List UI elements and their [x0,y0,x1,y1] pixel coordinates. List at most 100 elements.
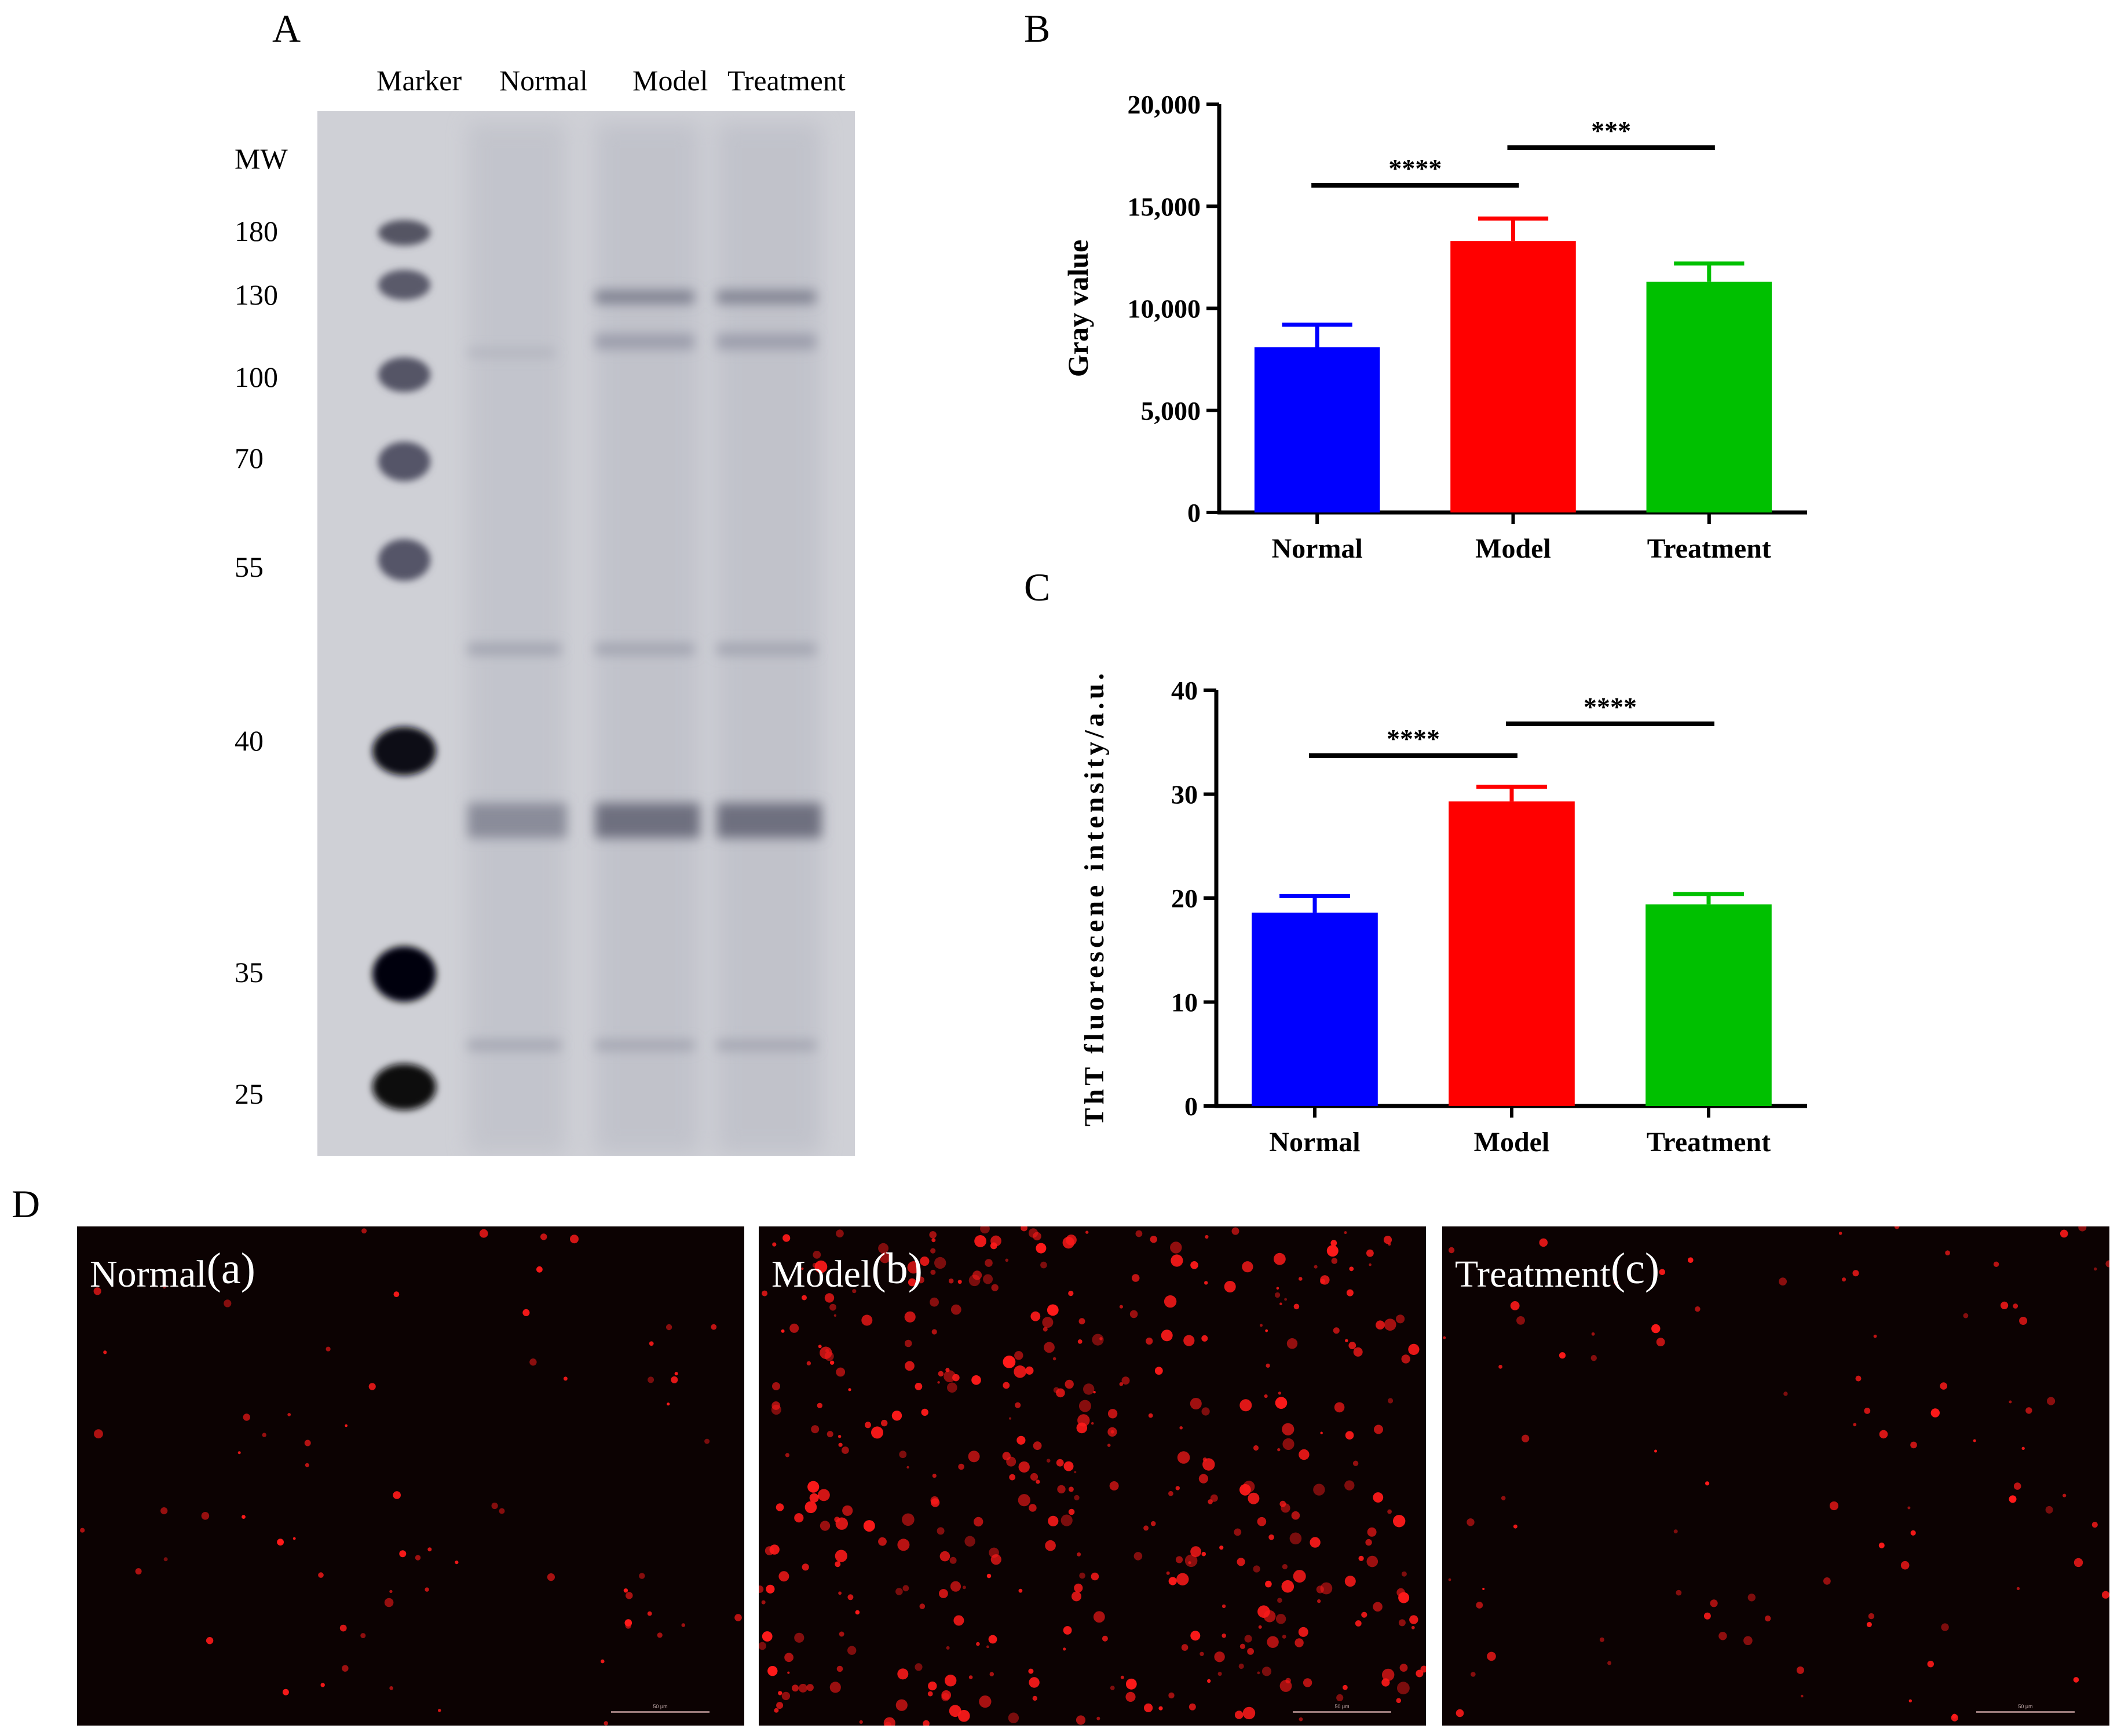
fluorescent-spot [1107,1409,1118,1419]
fluorescent-spot [1591,1332,1595,1336]
fluorescent-spot [938,1371,944,1377]
fluorescent-spot [1018,1494,1030,1507]
fluorescent-spot [1910,1441,1917,1449]
fluorescent-spot [1365,1539,1372,1546]
fluorescent-spot [671,1376,678,1383]
fluorescent-spot [930,1248,936,1254]
fluorescent-spot [2078,1226,2087,1232]
fluorescent-spot [1158,1706,1163,1711]
fluorescent-spot [1143,1525,1149,1531]
fluorescent-spot [1125,1691,1136,1702]
fluorescent-spot [785,1453,789,1457]
y-tick-label: 30 [1171,780,1198,810]
y-tick-label: 40 [1171,676,1198,705]
fluorescent-spot [814,1260,828,1273]
fluorescent-spot [1184,1554,1198,1567]
fluorescent-spot [789,1323,799,1333]
fluorescent-spot [1398,1619,1406,1627]
mw-marker-180: 180 [235,215,278,247]
fluorescent-spot [1279,1680,1292,1692]
fluorescent-spot [762,1290,768,1296]
fluorescent-spot [1320,1582,1333,1595]
fluorescent-spot [438,1709,441,1712]
fluorescent-spot [1393,1515,1406,1528]
fluorescent-spot [1248,1492,1260,1504]
fluorescent-spot [2045,1506,2053,1514]
fluorescent-spot [1945,1250,1950,1255]
fluorescent-spot [623,1588,628,1593]
fluorescent-spot [2105,1260,2109,1268]
fluorescent-spot [1074,1583,1083,1592]
fluorescent-spot [1015,1402,1021,1408]
fluorescent-spot [945,1368,950,1372]
fluorescent-spot [986,1645,989,1649]
fluorescent-spot [1222,1634,1226,1638]
fluorescent-spot [1868,1613,1875,1620]
fluorescent-spot [1107,1427,1117,1437]
fluorescent-spot [1200,1651,1204,1656]
fluorescent-spot [1264,1394,1268,1398]
fluorescent-spot [930,1496,939,1505]
fluorescent-spot [2013,1482,2021,1490]
fluorescent-spot [811,1425,820,1434]
y-tick-label: 15,000 [1128,192,1201,221]
fluorescent-spot [794,1513,804,1523]
fluorescent-spot [950,1581,961,1592]
fluorescent-spot [1374,1424,1383,1434]
fluorescent-spot [1029,1504,1037,1512]
fluorescent-spot [1411,1625,1415,1629]
bar-treatment [1645,904,1772,1106]
micrograph-sub-b: (b) [871,1244,923,1293]
fluorescent-spot [1388,1398,1394,1404]
fluorescent-spot [1382,1668,1395,1682]
fluorescent-spot [950,1304,961,1315]
fluorescent-spot [601,1659,605,1664]
fluorescent-spot [1398,1592,1410,1603]
fluorescent-spot [1148,1413,1153,1418]
fluorescent-spot [1201,1551,1206,1556]
fluorescent-spot [103,1350,107,1354]
fluorescent-spot [1399,1664,1408,1672]
fluorescent-spot [1476,1602,1483,1609]
fluorescent-spot [1348,1342,1356,1349]
fluorescent-spot [1366,1555,1378,1567]
fluorescent-spot [657,1632,663,1638]
fluorescent-spot [1164,1295,1177,1308]
fluorescent-spot [1278,1391,1282,1395]
fluorescent-spot [1747,1594,1756,1602]
fluorescent-spot [711,1324,717,1330]
fluorescent-spot [1320,1279,1326,1284]
y-tick-label: 10,000 [1128,294,1201,324]
fluorescent-spot [2091,1522,2098,1528]
x-tick-label-treatment: Treatment [1647,533,1771,564]
fluorescent-spot [1718,1632,1727,1640]
fluorescent-spot [1046,1459,1051,1463]
fluorescent-spot [1908,1699,1912,1702]
fluorescent-spot [389,1589,393,1594]
fluorescent-spot [1036,1243,1047,1254]
fluorescent-spot [1448,1578,1451,1581]
scale-bar-text-normal: 50 μm [653,1704,668,1709]
fluorescent-spot [878,1243,889,1254]
micrograph-label-model: Model(b) [771,1244,923,1296]
fluorescent-spot [1047,1304,1059,1316]
scale-bar-text-model: 50 μm [1334,1704,1350,1709]
fluorescent-spot [1107,1444,1111,1447]
bar-normal [1254,347,1380,512]
fluorescent-spot [855,1610,860,1615]
fluorescent-spot [1397,1682,1410,1695]
significance-stars: *** [1591,116,1631,145]
fluorescent-spot [305,1463,309,1467]
fluorescent-spot [1951,1714,1958,1722]
fluorescent-spot [1299,1277,1303,1281]
fluorescent-spot [1190,1631,1201,1641]
fluorescent-spot [1314,1265,1318,1269]
fluorescent-spot [1345,1431,1354,1440]
fluorescent-spot [1401,1571,1407,1577]
fluorescent-spot [1842,1277,1846,1282]
fluorescent-spot [829,1303,836,1311]
fluorescent-spot [1068,1486,1074,1492]
fluorescent-spot [842,1505,853,1516]
fluorescent-spot [1930,1408,1940,1418]
fluorescent-spot [1044,1342,1055,1353]
